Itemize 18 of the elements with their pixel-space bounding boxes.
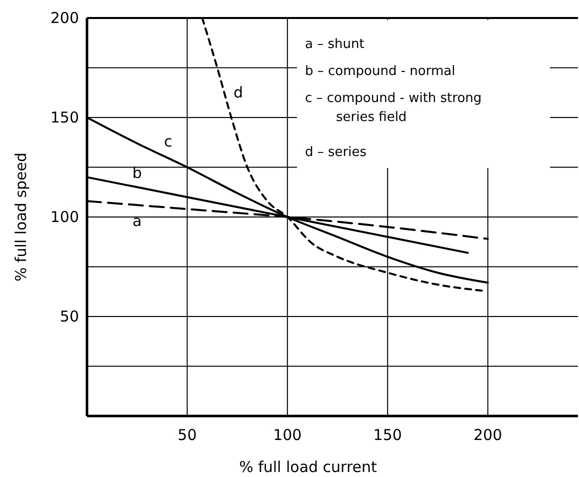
y-axis-title: % full load speed [12, 152, 30, 282]
x-tick-label: 150 [373, 426, 402, 444]
annotation: d – series [305, 145, 367, 160]
x-tick-label: 50 [178, 426, 197, 444]
annotation: a – shunt [305, 37, 364, 52]
series-label: d [234, 84, 244, 102]
annotation: b – compound - normal [305, 64, 456, 79]
y-tick-label: 100 [50, 208, 79, 226]
x-axis-title: % full load current [239, 458, 378, 476]
series-label: a [132, 212, 142, 230]
series-label: b [132, 164, 142, 182]
x-tick-label: 100 [273, 426, 302, 444]
y-tick-label: 50 [60, 308, 79, 326]
y-tick-label: 200 [50, 9, 79, 27]
series-label: c [164, 132, 172, 150]
y-tick-label: 150 [50, 108, 79, 126]
x-tick-label: 200 [473, 426, 502, 444]
annotation: c – compound - with strong series field [305, 91, 482, 125]
